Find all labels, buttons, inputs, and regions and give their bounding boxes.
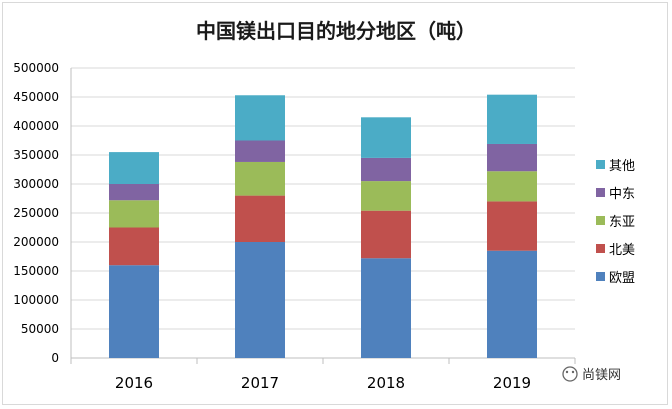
bar-segment bbox=[109, 227, 159, 266]
bar-segment bbox=[235, 140, 285, 162]
bar-segment bbox=[487, 250, 537, 358]
legend-swatch bbox=[596, 216, 605, 225]
y-tick-label: 450000 bbox=[13, 90, 59, 104]
legend-swatch bbox=[596, 188, 605, 197]
bar-segment bbox=[361, 181, 411, 211]
y-tick-label: 100000 bbox=[13, 293, 59, 307]
y-axis-ticks: 0 50000 100000 150000 200000 250000 300000 3500… bbox=[13, 61, 59, 365]
x-tick-label: 2017 bbox=[241, 374, 279, 392]
y-tick-label: 400000 bbox=[13, 119, 59, 133]
y-tick-label: 200000 bbox=[13, 235, 59, 249]
bar-segment bbox=[361, 117, 411, 158]
legend-swatch bbox=[596, 160, 605, 169]
bar-segment bbox=[235, 95, 285, 141]
legend-label: 欧盟 bbox=[609, 271, 635, 286]
bar-segment bbox=[109, 265, 159, 358]
x-tick-label: 2018 bbox=[367, 374, 405, 392]
y-tick-label: 150000 bbox=[13, 264, 59, 278]
bar-segment bbox=[109, 184, 159, 201]
wechat-icon bbox=[562, 366, 578, 382]
legend-label: 北美 bbox=[609, 243, 635, 258]
y-tick-label: 0 bbox=[51, 351, 59, 365]
watermark: 尚镁网 bbox=[562, 366, 621, 383]
bar-segment bbox=[487, 171, 537, 202]
x-axis-ticks: 2016 2017 2018 2019 bbox=[70, 358, 576, 392]
legend-label: 中东 bbox=[609, 187, 635, 202]
bar-segment bbox=[487, 143, 537, 172]
y-tick-label: 500000 bbox=[13, 61, 59, 75]
legend-label: 东亚 bbox=[609, 215, 635, 230]
bar-segment bbox=[109, 152, 159, 184]
x-tick-label: 2016 bbox=[115, 374, 153, 392]
y-tick-label: 350000 bbox=[13, 148, 59, 162]
legend-swatch bbox=[596, 244, 605, 253]
bar-segment bbox=[487, 94, 537, 144]
bar-segment bbox=[361, 258, 411, 358]
bar-segment bbox=[235, 195, 285, 242]
bar-segment bbox=[487, 201, 537, 251]
watermark-text: 尚镁网 bbox=[582, 368, 621, 383]
bar-segment bbox=[235, 242, 285, 358]
chart-title: 中国镁出口目的地分地区（吨） bbox=[196, 19, 476, 43]
y-tick-label: 50000 bbox=[21, 322, 59, 336]
bar-segment bbox=[361, 157, 411, 182]
y-tick-label: 250000 bbox=[13, 206, 59, 220]
x-tick-label: 2019 bbox=[493, 374, 531, 392]
y-tick-label: 300000 bbox=[13, 177, 59, 191]
legend-label: 其他 bbox=[609, 159, 635, 174]
bar-segment bbox=[361, 210, 411, 259]
bar-segment bbox=[109, 200, 159, 228]
bars bbox=[109, 94, 537, 358]
bar-segment bbox=[235, 161, 285, 196]
legend-swatch bbox=[596, 272, 605, 281]
